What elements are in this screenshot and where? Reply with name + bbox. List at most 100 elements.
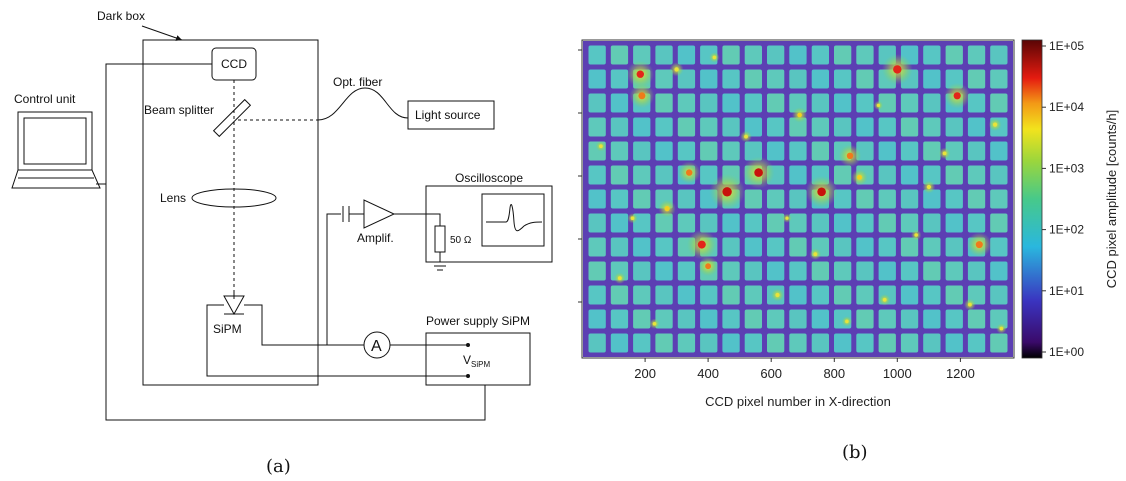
ccd-pixel-cell	[677, 213, 696, 233]
ccd-pixel-cell	[923, 285, 941, 305]
ccd-pixel-cell	[633, 45, 651, 65]
ccd-pixel-cell	[990, 141, 1008, 161]
hotspot	[754, 168, 763, 177]
colorbar-tick-label: 1E+03	[1049, 161, 1084, 175]
ccd-pixel-cell	[610, 285, 629, 305]
ccd-pixel-cell	[878, 117, 896, 137]
x-tick-label: 600	[760, 366, 782, 381]
ccd-control-wire	[105, 63, 486, 421]
ccd-pixel-cell	[767, 189, 785, 209]
ccd-pixel-cell	[990, 261, 1008, 281]
ccd-pixel-cell	[722, 261, 740, 281]
ccd-pixel-cell	[923, 261, 941, 281]
ccd-pixel-cell	[834, 261, 852, 281]
ccd-pixel-cell	[744, 333, 762, 353]
ccd-pixel-cell	[610, 45, 629, 65]
ccd-pixel-cell	[789, 333, 807, 353]
ccd-pixel-cell	[588, 213, 606, 233]
ccd-pixel-cell	[900, 285, 919, 305]
caption-b: (b)	[842, 442, 868, 463]
ccd-pixel-cell	[744, 237, 762, 257]
ccd-pixel-cell	[900, 237, 919, 257]
ccd-pixel-cell	[722, 69, 740, 89]
ccd-pixel-cell	[767, 237, 785, 257]
ccd-pixel-cell	[923, 189, 941, 209]
hotspot	[785, 216, 789, 220]
ccd-pixel-cell	[923, 333, 941, 353]
ccd-pixel-cell	[789, 285, 807, 305]
ccd-pixel-cell	[700, 285, 718, 305]
ccd-pixel-cell	[677, 93, 696, 113]
ccd-label: CCD	[221, 57, 247, 71]
ccd-pixel-cell	[878, 309, 896, 329]
dark-box-label: Dark box	[97, 9, 145, 23]
x-axis-label: CCD pixel number in X-direction	[705, 394, 891, 409]
ccd-pixel-cell	[789, 213, 807, 233]
ccd-pixel-cell	[588, 261, 606, 281]
ccd-pixel-cell	[700, 141, 718, 161]
vsipm-main: V	[463, 353, 471, 367]
ccd-pixel-cell	[878, 333, 896, 353]
ccd-pixel-cell	[789, 237, 807, 257]
ccd-pixel-cell	[655, 213, 673, 233]
ccd-pixel-cell	[856, 261, 874, 281]
hotspot	[857, 174, 862, 180]
ccd-pixel-cell	[834, 165, 852, 185]
ccd-pixel-cell	[767, 45, 785, 65]
ccd-pixel-cell	[655, 285, 673, 305]
ccd-pixel-cell	[722, 285, 740, 305]
colorbar-tick-label: 1E+05	[1049, 39, 1084, 53]
ccd-pixel-cell	[610, 309, 629, 329]
hotspot	[744, 134, 748, 139]
ccd-pixel-cell	[856, 213, 874, 233]
ccd-pixel-cell	[900, 309, 919, 329]
ccd-pixel-cell	[588, 117, 606, 137]
ccd-pixel-cell	[834, 69, 852, 89]
ccd-pixel-cell	[900, 261, 919, 281]
ccd-pixel-cell	[633, 189, 651, 209]
ccd-pixel-cell	[677, 189, 696, 209]
hotspot	[797, 112, 802, 118]
ccd-pixel-cell	[655, 69, 673, 89]
hotspot	[664, 206, 670, 212]
amplifier	[363, 199, 396, 229]
ccd-pixel-cell	[923, 237, 941, 257]
ccd-pixel-cell	[767, 117, 785, 137]
ccd-pixel-cell	[610, 93, 629, 113]
ccd-pixel-cell	[722, 237, 740, 257]
ccd-pixel-cell	[610, 213, 629, 233]
ccd-pixel-cell	[967, 213, 986, 233]
supply-terminal-top	[466, 343, 470, 347]
ccd-pixel-cell	[856, 189, 874, 209]
ccd-pixel-cell	[700, 309, 718, 329]
ccd-pixel-cell	[811, 93, 829, 113]
ccd-pixel-cell	[834, 213, 852, 233]
waveform	[486, 204, 543, 232]
heatmap-panel: 200 400 600 800 1000 1200 CCD pixel number in…	[578, 39, 1015, 409]
hotspot	[705, 263, 711, 270]
ccd-pixel-cell	[767, 141, 785, 161]
ccd-pixel-cell	[633, 309, 651, 329]
ccd-pixel-cell	[677, 69, 696, 89]
vsipm-sub: SiPM	[471, 360, 490, 369]
caption-a: (a)	[266, 456, 291, 477]
ccd-pixel-cell	[856, 333, 874, 353]
ccd-pixel-cell	[967, 261, 986, 281]
ccd-pixel-cell	[856, 237, 874, 257]
ccd-pixel-cell	[610, 69, 629, 89]
ccd-pixel-cell	[655, 309, 673, 329]
ccd-pixel-cell	[967, 141, 986, 161]
oscilloscope-label: Oscilloscope	[455, 171, 523, 185]
colorbar-tick-label: 1E+02	[1049, 223, 1084, 237]
ccd-pixel-cell	[588, 45, 606, 65]
hotspot	[926, 184, 932, 190]
x-tick-label: 1200	[946, 366, 975, 381]
hotspot	[599, 144, 603, 148]
hotspot	[968, 302, 972, 307]
ccd-pixel-cell	[967, 165, 986, 185]
hotspot	[876, 103, 881, 107]
ccd-pixel-cell	[945, 285, 963, 305]
ccd-pixel-cell	[834, 333, 852, 353]
ccd-pixel-cell	[878, 237, 896, 257]
